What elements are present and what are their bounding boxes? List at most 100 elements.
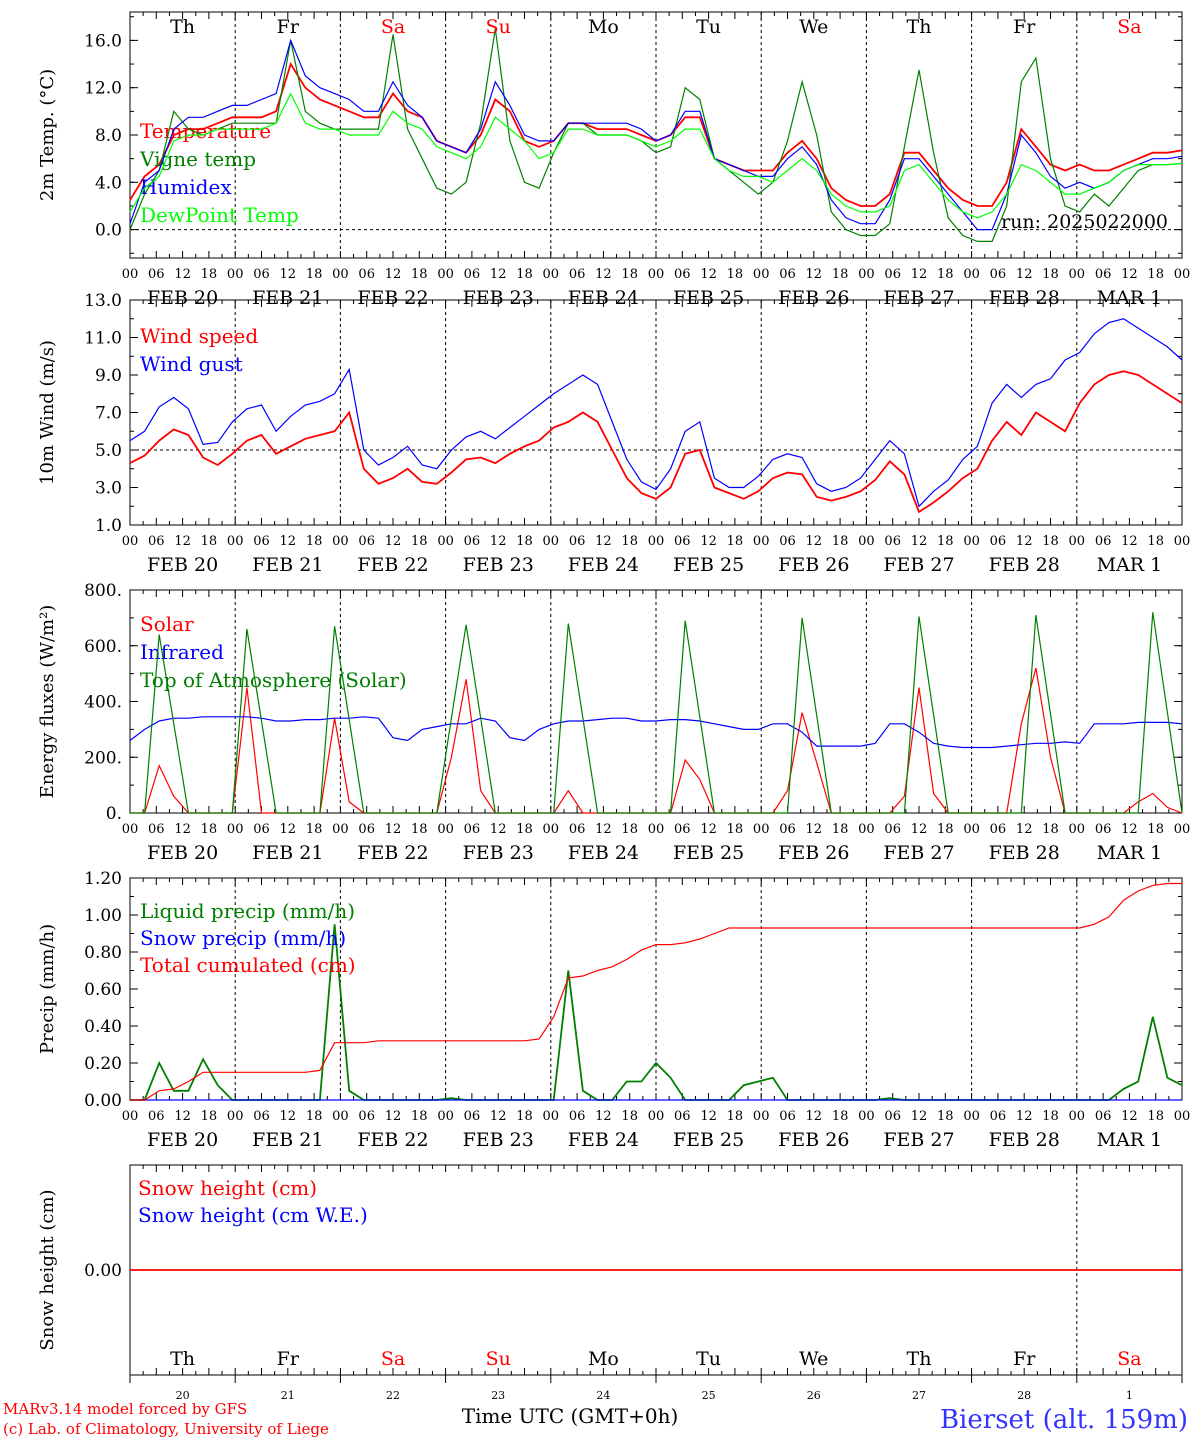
hour-tick-label: 18 (727, 534, 744, 549)
y-tick-label: 0.00 (84, 1091, 122, 1111)
hour-tick-label: 18 (306, 267, 323, 282)
day-name-bottom: Fr (277, 1348, 300, 1370)
hour-tick-label: 06 (358, 267, 375, 282)
hour-tick-label: 06 (884, 534, 901, 549)
day-name-top: We (799, 16, 828, 38)
hour-tick-label: 06 (253, 267, 270, 282)
date-label: FEB 21 (252, 287, 323, 309)
hour-tick-label: 00 (963, 534, 980, 549)
series-line-1-2 (129, 28, 1183, 242)
hour-tick-label: 00 (1174, 534, 1191, 549)
hour-tick-label: 12 (490, 267, 507, 282)
hour-tick-label: 00 (1069, 1109, 1086, 1124)
hour-tick-label: 00 (332, 1109, 349, 1124)
y-tick-label: 1.20 (84, 869, 122, 889)
hour-tick-label: 18 (516, 267, 533, 282)
y-axis-label: 2m Temp. (°C) (37, 69, 58, 201)
hour-tick-label: 00 (543, 822, 560, 837)
legend-entry: Wind speed (140, 324, 258, 348)
hour-tick-label: 00 (858, 534, 875, 549)
station-label: Bierset (alt. 159m) (940, 1405, 1188, 1435)
hour-tick-label: 18 (1147, 822, 1164, 837)
hour-tick-label: 12 (595, 534, 612, 549)
hour-tick-label: 18 (1147, 1109, 1164, 1124)
hour-tick-label: 18 (1042, 267, 1059, 282)
hour-tick-label: 12 (1016, 1109, 1033, 1124)
date-label: MAR 1 (1097, 287, 1163, 309)
hour-tick-label: 18 (832, 267, 849, 282)
hour-tick-label: 00 (858, 822, 875, 837)
hour-tick-label: 12 (174, 534, 191, 549)
hour-tick-label: 06 (779, 1109, 796, 1124)
y-tick-label: 0.00 (84, 1261, 122, 1281)
hour-tick-label: 00 (1174, 1109, 1191, 1124)
y-axis-label: Energy fluxes (W/m²) (37, 605, 58, 799)
hour-tick-label: 06 (464, 822, 481, 837)
hour-tick-label: 12 (700, 267, 717, 282)
date-label: FEB 28 (989, 287, 1060, 309)
y-tick-label: 0.80 (84, 943, 122, 963)
hour-tick-label: 06 (253, 534, 270, 549)
hour-tick-label: 18 (201, 534, 218, 549)
hour-tick-label: 00 (227, 534, 244, 549)
hour-tick-label: 00 (437, 534, 454, 549)
date-label: FEB 25 (673, 554, 744, 576)
x-axis-label: Time UTC (GMT+0h) (462, 1404, 679, 1428)
hour-tick-label: 12 (385, 267, 402, 282)
hour-tick-label: 12 (595, 822, 612, 837)
hour-tick-label: 00 (753, 822, 770, 837)
day-name-bottom: Th (907, 1348, 932, 1370)
y-tick-label: 3.0 (95, 479, 122, 499)
hour-tick-label: 12 (1121, 822, 1138, 837)
date-label: FEB 23 (463, 1129, 534, 1151)
date-label: FEB 21 (252, 842, 323, 864)
y-tick-label: 0.0 (95, 221, 122, 241)
hour-tick-label: 18 (832, 1109, 849, 1124)
hour-tick-label: 12 (1121, 267, 1138, 282)
hour-tick-label: 12 (1121, 534, 1138, 549)
hour-tick-label: 06 (464, 267, 481, 282)
hour-tick-label: 06 (569, 1109, 586, 1124)
series-line-3-3 (130, 612, 1183, 814)
y-tick-label: 0.60 (84, 980, 122, 1000)
date-label: MAR 1 (1097, 1129, 1163, 1151)
date-label: FEB 27 (883, 842, 954, 864)
day-number-bottom: 28 (1017, 1389, 1031, 1402)
y-tick-label: 12.0 (84, 79, 122, 99)
y-tick-label: 16.0 (84, 31, 122, 51)
date-label: MAR 1 (1097, 842, 1163, 864)
day-number-bottom: 20 (176, 1389, 190, 1402)
date-label: FEB 26 (778, 842, 849, 864)
hour-tick-label: 18 (937, 1109, 954, 1124)
y-tick-label: 4.0 (95, 173, 122, 193)
hour-tick-label: 06 (464, 1109, 481, 1124)
date-label: FEB 25 (673, 1129, 744, 1151)
date-label: FEB 27 (883, 554, 954, 576)
hour-tick-label: 00 (1069, 822, 1086, 837)
hour-tick-label: 18 (411, 1109, 428, 1124)
hour-tick-label: 06 (569, 267, 586, 282)
y-axis-label: Precip (mm/h) (37, 924, 58, 1054)
hour-tick-label: 06 (358, 534, 375, 549)
day-name-top: Su (486, 16, 511, 38)
hour-tick-label: 18 (411, 534, 428, 549)
day-number-bottom: 21 (281, 1389, 295, 1402)
hour-tick-label: 12 (490, 1109, 507, 1124)
hour-tick-label: 00 (1174, 822, 1191, 837)
day-number-bottom: 1 (1126, 1389, 1133, 1402)
hour-tick-label: 12 (806, 1109, 823, 1124)
date-label: FEB 24 (568, 554, 639, 576)
day-name-top: Sa (381, 16, 405, 38)
date-label: FEB 22 (357, 287, 428, 309)
legend-entry: Vigne temp (139, 147, 256, 171)
hour-tick-label: 00 (753, 1109, 770, 1124)
day-name-bottom: Tu (696, 1348, 721, 1370)
y-tick-label: 5.0 (95, 441, 122, 461)
day-name-bottom: Su (486, 1348, 511, 1370)
hour-tick-label: 18 (832, 822, 849, 837)
hour-tick-label: 12 (174, 267, 191, 282)
hour-tick-label: 06 (674, 1109, 691, 1124)
date-label: FEB 24 (568, 287, 639, 309)
day-name-top: Fr (277, 16, 300, 38)
date-label: FEB 22 (357, 842, 428, 864)
